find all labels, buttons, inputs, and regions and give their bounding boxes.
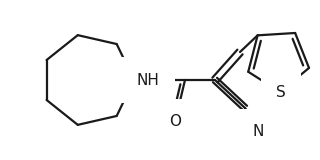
Text: NH: NH xyxy=(137,72,159,88)
Text: O: O xyxy=(169,115,181,129)
Text: N: N xyxy=(252,124,264,140)
Text: S: S xyxy=(276,85,286,100)
